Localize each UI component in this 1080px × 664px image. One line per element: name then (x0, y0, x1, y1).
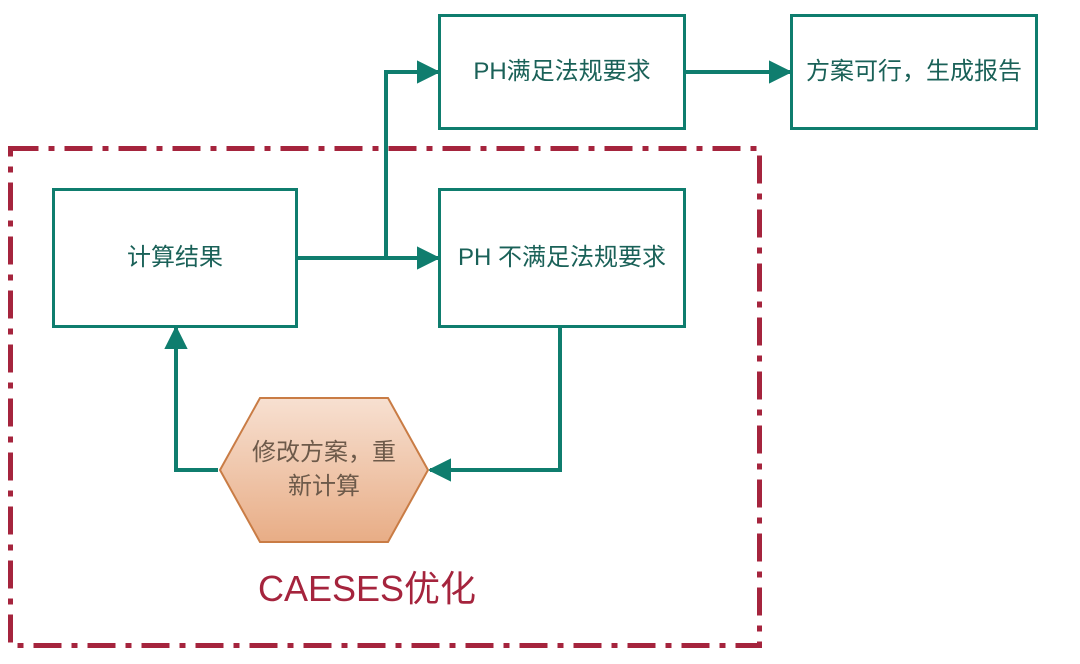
caeses-caption-text: CAESES优化 (258, 568, 476, 609)
node-report: 方案可行，生成报告 (790, 14, 1038, 130)
node-report-label: 方案可行，生成报告 (806, 55, 1022, 89)
node-ph-ok-label: PH满足法规要求 (473, 55, 650, 89)
node-revise: 修改方案，重新计算 (218, 396, 430, 544)
node-result-label: 计算结果 (127, 241, 223, 275)
node-revise-label: 修改方案，重新计算 (218, 436, 430, 503)
caeses-caption: CAESES优化 (258, 560, 476, 612)
node-ph-bad-label: PH 不满足法规要求 (458, 241, 666, 275)
node-result: 计算结果 (52, 188, 298, 328)
node-ph-ok: PH满足法规要求 (438, 14, 686, 130)
node-ph-bad: PH 不满足法规要求 (438, 188, 686, 328)
